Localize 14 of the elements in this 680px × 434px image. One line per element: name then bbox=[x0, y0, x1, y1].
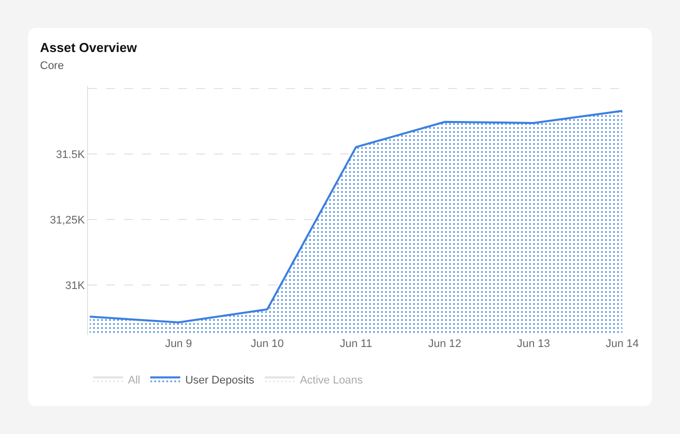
legend-label: User Deposits bbox=[185, 374, 255, 387]
y-tick-label: 31K bbox=[65, 280, 86, 292]
x-tick-label: Jun 14 bbox=[606, 338, 639, 350]
chart-title: Asset Overview bbox=[40, 40, 137, 55]
x-tick-label: Jun 10 bbox=[250, 338, 284, 350]
chart-subtitle: Core bbox=[40, 60, 64, 72]
legend-label: Active Loans bbox=[300, 374, 364, 387]
x-tick-label: Jun 9 bbox=[165, 338, 192, 350]
x-tick-label: Jun 12 bbox=[428, 338, 462, 350]
legend-label: All bbox=[128, 374, 140, 387]
x-tick-label: Jun 13 bbox=[516, 338, 550, 350]
y-tick-label: 31,25K bbox=[50, 214, 86, 227]
y-tick-label: 31.5K bbox=[56, 149, 86, 161]
x-tick-label: Jun 11 bbox=[340, 338, 372, 350]
